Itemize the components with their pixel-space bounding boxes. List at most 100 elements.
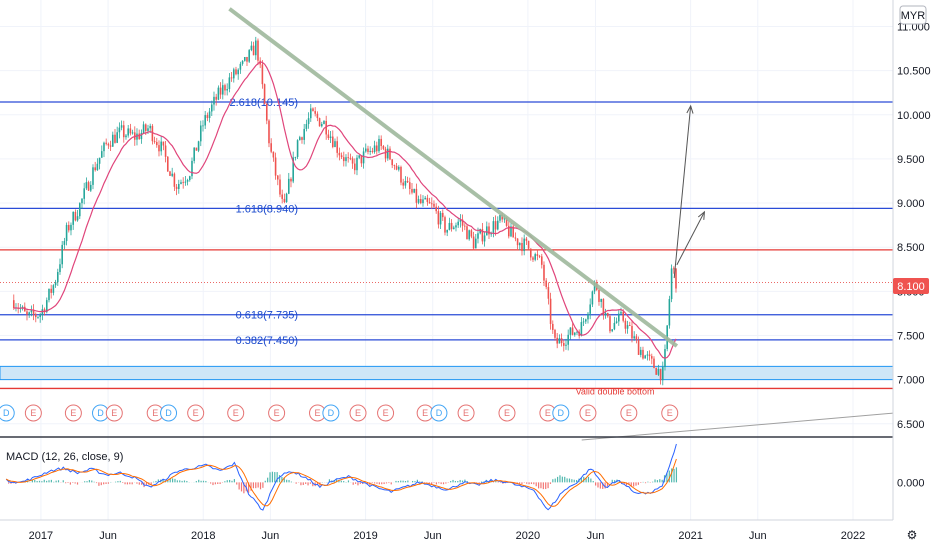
- candle-body: [59, 264, 61, 273]
- macd-histogram-bar: [198, 479, 200, 483]
- event-marker-label: E: [30, 408, 36, 418]
- candle-body: [241, 60, 244, 64]
- macd-histogram-bar: [483, 481, 485, 483]
- event-marker-label: E: [355, 408, 361, 418]
- candle-body: [100, 151, 103, 158]
- candle-body: [382, 146, 385, 149]
- macd-histogram-bar: [312, 482, 314, 487]
- macd-histogram-bar: [552, 479, 554, 483]
- candle-body: [129, 128, 132, 134]
- macd-histogram-bar: [659, 479, 661, 483]
- candle-body: [567, 334, 569, 345]
- candle-body: [347, 157, 349, 159]
- candle-body: [320, 124, 323, 127]
- candle-body: [450, 222, 453, 230]
- candle-body: [389, 148, 391, 160]
- macd-histogram-bar: [561, 476, 563, 483]
- macd-histogram-bar: [675, 467, 678, 483]
- macd-histogram-bar: [599, 482, 601, 489]
- last-price-tag: 8.100: [893, 278, 929, 294]
- candle-body: [560, 338, 563, 344]
- time-axis[interactable]: 2017 Jun 2018 Jun 2019 Jun 2020 Jun 2021 Jun 2022 ⚙: [0, 519, 917, 542]
- price-axis[interactable]: 11.00010.50010.0009.5009.0008.5008.0007.…: [892, 0, 931, 520]
- candle-body: [659, 369, 662, 381]
- event-marker-label: E: [111, 408, 117, 418]
- macd-histogram-bar: [644, 482, 647, 484]
- candle-body: [149, 125, 151, 129]
- candle-body: [193, 147, 195, 161]
- macd-histogram-bar: [231, 480, 233, 483]
- candle-body: [375, 145, 378, 152]
- macd-histogram-bar: [623, 482, 625, 485]
- candle-body: [617, 313, 620, 322]
- candle-body: [428, 202, 431, 204]
- event-marker-label: E: [193, 408, 199, 418]
- candle-body: [276, 175, 279, 180]
- candle-body: [248, 50, 250, 62]
- macd-histogram-bar: [8, 482, 10, 484]
- candle-body: [204, 115, 206, 126]
- candle-body: [459, 219, 462, 222]
- macd-histogram-bar: [587, 476, 590, 483]
- macd-histogram-bar: [450, 481, 452, 483]
- candle-body: [622, 311, 624, 321]
- candle-body: [83, 188, 85, 199]
- event-marker-label: E: [70, 408, 76, 418]
- candle-body: [318, 118, 321, 127]
- event-marker-e: [620, 404, 638, 422]
- candle-body: [642, 349, 644, 359]
- candle-body: [477, 233, 479, 239]
- event-marker-e: [24, 404, 42, 422]
- macd-histogram-bar: [107, 482, 110, 484]
- event-marker-d: [430, 404, 448, 422]
- candle-body: [210, 104, 213, 112]
- macd-histogram-bar: [395, 480, 397, 483]
- candle-body: [582, 321, 585, 323]
- macd-histogram-bar: [200, 480, 202, 483]
- currency-badge[interactable]: MYR: [899, 5, 927, 25]
- macd-histogram-bar: [376, 482, 378, 484]
- macd-histogram-bar: [145, 482, 148, 486]
- macd-histogram-bar: [131, 482, 133, 485]
- candle-body: [488, 226, 490, 235]
- macd-histogram-bar: [385, 482, 388, 484]
- trendline[interactable]: [228, 7, 679, 348]
- candle-body: [452, 227, 455, 230]
- candle-body: [215, 96, 217, 100]
- macd-histogram-bar: [46, 480, 48, 483]
- candle-body: [483, 235, 486, 242]
- candle-body: [103, 142, 105, 152]
- candle-body: [287, 178, 290, 194]
- macd-histogram-bar: [276, 472, 278, 483]
- time-tick-label: 2022: [841, 530, 865, 542]
- candle-body: [648, 354, 651, 357]
- macd-tick-label: 0.000: [897, 477, 925, 489]
- macd-histogram-bar: [412, 480, 414, 483]
- time-tick-label: Jun: [749, 530, 767, 542]
- macd-histogram-bar: [76, 482, 79, 485]
- macd-histogram-bar: [217, 482, 219, 485]
- macd-histogram-bar: [157, 479, 159, 483]
- macd-histogram-bar: [373, 482, 376, 484]
- event-marker-label: E: [383, 408, 389, 418]
- projection-arrows[interactable]: [673, 104, 706, 279]
- candle-body: [633, 336, 635, 339]
- candle-body: [411, 188, 413, 193]
- price-tick-label: 8.500: [897, 242, 925, 254]
- price-tick-label: 9.000: [897, 198, 925, 210]
- event-marker-label: E: [315, 408, 321, 418]
- candle-body: [529, 248, 532, 258]
- candle-body: [584, 319, 587, 322]
- candle-body: [441, 212, 444, 218]
- macd-histogram-bar: [352, 482, 354, 485]
- event-marker-label: E: [626, 408, 632, 418]
- candle-body: [457, 221, 459, 226]
- candle-body: [606, 313, 609, 317]
- price-tick-label: 6.500: [897, 419, 925, 431]
- candle-body: [620, 311, 622, 314]
- candle-body: [433, 203, 435, 207]
- candle-body: [303, 128, 305, 140]
- macd-histogram-bar: [602, 482, 604, 489]
